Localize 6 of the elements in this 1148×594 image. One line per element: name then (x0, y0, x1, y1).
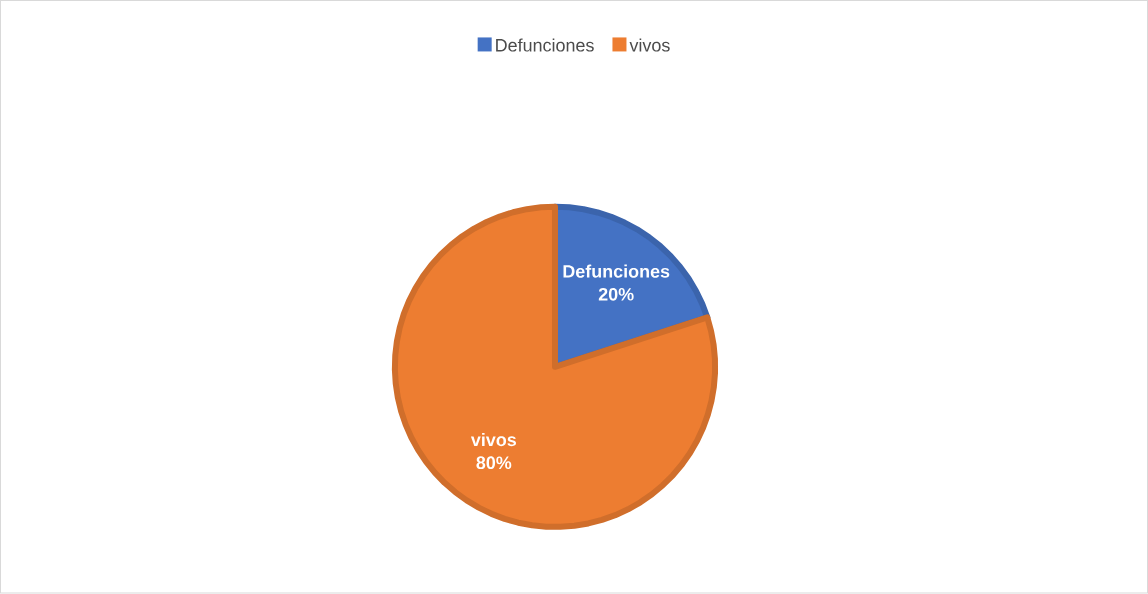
legend-label: vivos (629, 38, 670, 52)
slice-label: vivos (470, 433, 517, 447)
data-label: 20% (598, 288, 634, 301)
legend-label: Defunciones (496, 38, 594, 52)
slice-label: Defunciones (563, 264, 670, 278)
data-label: 80% (476, 456, 512, 470)
